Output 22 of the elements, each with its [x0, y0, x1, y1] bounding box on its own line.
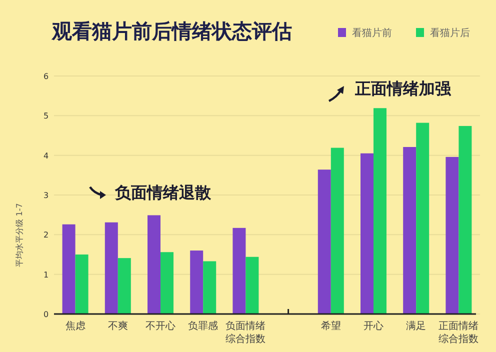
y-axis-title: 平均水平分级 1-7: [15, 203, 24, 267]
y-tick-label: 6: [43, 72, 49, 81]
x-tick-label: 不开心: [146, 320, 176, 332]
y-tick-label: 5: [43, 112, 49, 121]
x-tick-label: 负面情绪综合指数: [226, 320, 266, 345]
y-tick-label: 4: [43, 151, 49, 160]
x-tick-label: 正面情绪综合指数: [438, 320, 479, 345]
legend-label: 看猫片后: [430, 27, 470, 39]
x-tick-label: 希望: [320, 320, 341, 332]
annotation: 正面情绪加强: [354, 79, 452, 98]
y-tick-label: 3: [43, 191, 49, 200]
legend-label: 看猫片前: [352, 27, 392, 39]
x-tick-label: 负罪感: [188, 320, 218, 332]
y-tick-label: 2: [43, 230, 49, 240]
chart-title: 观看猫片前后情绪状态评估: [51, 19, 292, 43]
y-tick-label: 1: [43, 270, 49, 280]
x-tick-label: 不爽: [108, 320, 128, 332]
annotation: 负面情绪退散: [114, 183, 212, 202]
y-tick-label: 0: [43, 310, 49, 319]
x-tick-label: 开心: [364, 320, 384, 332]
x-tick-label: 焦虑: [65, 320, 86, 332]
x-tick-label: 满足: [406, 320, 426, 332]
